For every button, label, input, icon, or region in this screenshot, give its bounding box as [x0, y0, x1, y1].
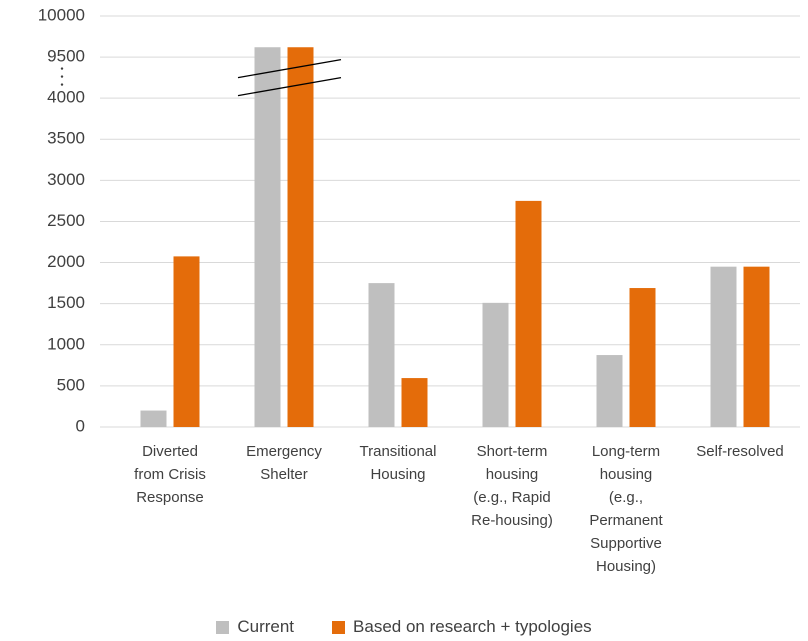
- y-tick-label: 2500: [47, 211, 85, 230]
- y-tick-label: 1500: [47, 293, 85, 312]
- y-tick-label: 9500: [47, 47, 85, 66]
- y-tick-label: 1000: [47, 334, 85, 353]
- legend-swatch: [332, 620, 346, 634]
- axis-break-dot: [60, 67, 64, 70]
- bar: [743, 266, 770, 427]
- x-tick-label: Short-term housing (e.g., Rapid Re-housi…: [471, 443, 553, 529]
- legend-item: Current: [216, 617, 294, 637]
- x-tick-label: Self-resolved: [696, 443, 784, 460]
- bar: [710, 266, 737, 427]
- legend-label: Based on research + typologies: [353, 617, 592, 636]
- bar: [368, 283, 395, 427]
- bar: [140, 410, 167, 427]
- x-tick-label: Long-term housing (e.g., Permanent Suppo…: [589, 443, 663, 575]
- legend-item: Based on research + typologies: [332, 617, 592, 637]
- legend: Current Based on research + typologies: [0, 617, 808, 637]
- bar: [629, 288, 656, 427]
- bar: [515, 200, 542, 427]
- x-tick-label: Diverted from Crisis Response: [134, 443, 206, 506]
- bar: [596, 355, 623, 427]
- y-tick-label: 500: [57, 375, 85, 394]
- bar: [482, 302, 509, 427]
- y-tick-label: 0: [76, 416, 85, 435]
- bar: [173, 256, 200, 427]
- bar: [287, 47, 314, 427]
- y-tick-label: 4000: [47, 88, 85, 107]
- axis-break-dot: [60, 75, 64, 78]
- y-tick-label: 3000: [47, 170, 85, 189]
- x-tick-label: Transitional Housing: [359, 443, 437, 483]
- legend-label: Current: [237, 617, 295, 636]
- x-tick-label: Emergency Shelter: [246, 443, 322, 483]
- bar: [401, 378, 428, 427]
- axis-break-dot: [60, 83, 64, 86]
- axis-break-line: [237, 76, 342, 97]
- y-tick-label: 2000: [47, 252, 85, 271]
- y-tick-label: 10000: [38, 5, 85, 24]
- axis-break-line: [237, 58, 342, 79]
- bar: [254, 47, 281, 427]
- y-tick-label: 3500: [47, 129, 85, 148]
- legend-swatch: [216, 620, 230, 634]
